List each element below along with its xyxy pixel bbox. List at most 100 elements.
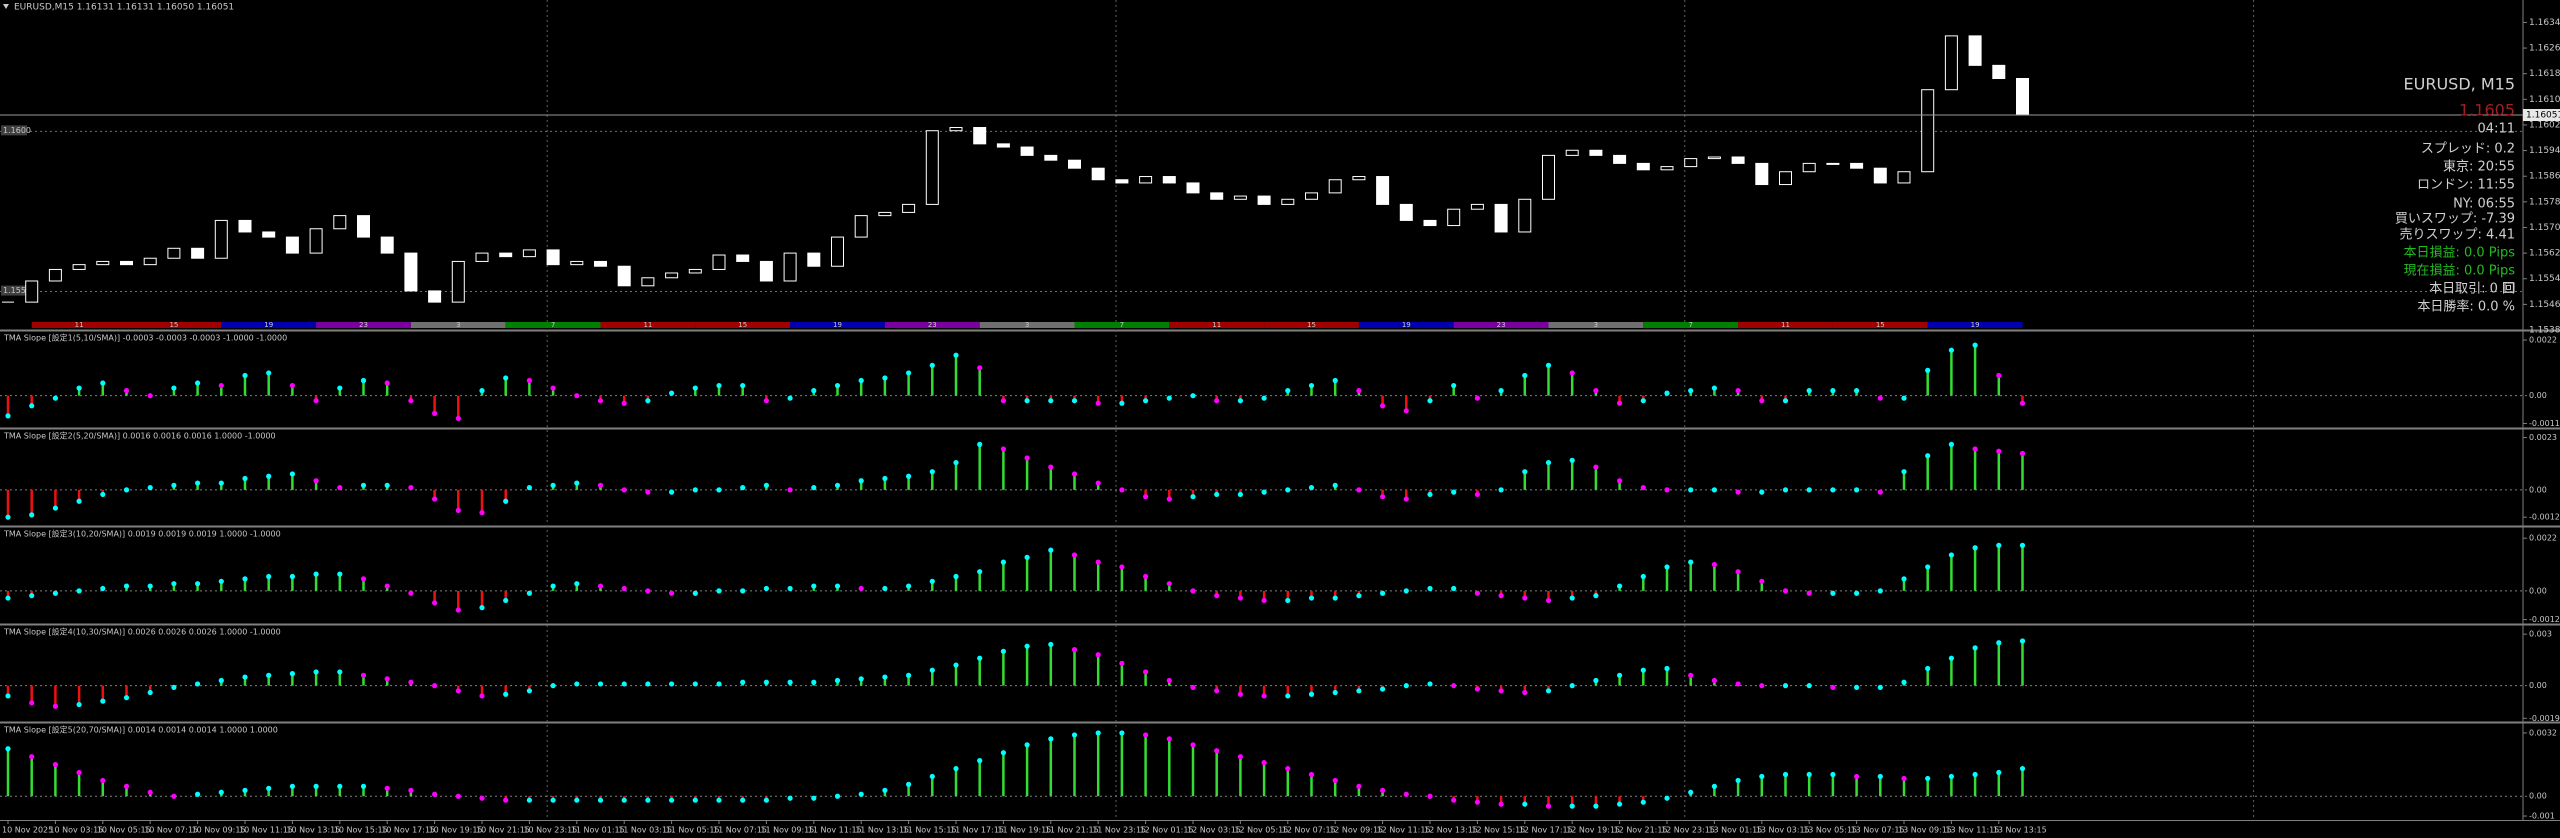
x-tick-label: 12 Nov 01:15 [1140, 826, 1194, 835]
slope-dot [1285, 693, 1291, 699]
slope-dot [1261, 760, 1267, 766]
pane-title: TMA Slope [設定3(10,20/SMA)] 0.0019 0.0019… [3, 529, 281, 539]
x-tick-label: 11 Nov 05:15 [666, 826, 720, 835]
slope-dot [503, 691, 509, 697]
candle [25, 280, 39, 303]
y-tick-label: 0.0023 [2529, 433, 2557, 442]
slope-dot [1996, 372, 2002, 379]
y-tick-label: -0.001 [2529, 812, 2555, 821]
slope-dot [716, 588, 722, 594]
x-tick-label: 11 Nov 15:15 [903, 826, 957, 835]
slope-dot [52, 761, 59, 768]
slope-dot [645, 797, 651, 803]
slope-dot [1356, 783, 1362, 789]
slope-dot [1237, 398, 1243, 404]
session-bar [1358, 322, 1454, 328]
slope-dot [763, 585, 770, 592]
session-label: 7 [551, 321, 555, 329]
candle [191, 247, 205, 259]
slope-dot [5, 413, 11, 419]
slope-dot [1735, 777, 1741, 784]
slope-dot [858, 676, 864, 682]
slope-dot [1119, 660, 1125, 666]
slope-dot [977, 569, 983, 575]
session-label: 19 [833, 321, 842, 329]
slope-dot [1190, 393, 1196, 399]
candle [1091, 167, 1105, 181]
slope-dot [1356, 593, 1362, 599]
slope-dot [52, 505, 59, 511]
slope-dot [1806, 487, 1812, 493]
candle [1755, 162, 1769, 186]
slope-dot [1119, 487, 1125, 493]
slope-dot [1782, 398, 1789, 404]
y-tick-label: 0.003 [2529, 630, 2552, 639]
slope-dot [1711, 783, 1717, 789]
slope-dot [1024, 554, 1030, 560]
slope-dot [100, 698, 106, 704]
x-tick-label: 12 Nov 13:15 [1424, 826, 1478, 835]
chart-title: EURUSD,M15 1.16131 1.16131 1.16050 1.160… [14, 3, 234, 13]
session-bar [600, 322, 696, 328]
slope-dot [384, 676, 390, 682]
y-tick-label: -0.0012 [2529, 513, 2560, 522]
slope-dot [1759, 578, 1765, 584]
candle [594, 260, 607, 267]
slope-dot [834, 583, 841, 589]
candle [1613, 154, 1627, 164]
slope-dot [1143, 732, 1149, 738]
slope-dot [195, 380, 201, 386]
slope-dot [669, 681, 675, 687]
slope-dot [147, 689, 153, 696]
session-label: 11 [643, 321, 652, 329]
slope-dot [1332, 377, 1338, 384]
slope-dot [384, 482, 390, 488]
slope-dot [1451, 585, 1457, 592]
slope-dot [763, 398, 770, 404]
slope-dot [2019, 638, 2026, 644]
x-tick-label: 12 Nov 07:15 [1282, 826, 1336, 835]
slope-dot [1617, 801, 1623, 807]
slope-dot [1071, 471, 1078, 477]
slope-dot [1782, 487, 1789, 493]
slope-dot [977, 365, 983, 371]
slope-dot [123, 388, 130, 394]
slope-dot [1854, 487, 1860, 493]
slope-dot [1948, 552, 1954, 558]
x-tick-label: 12 Nov 19:15 [1566, 826, 1620, 835]
slope-dot [1024, 455, 1030, 461]
slope-dot [787, 795, 793, 801]
slope-dot [360, 576, 367, 582]
slope-dot [289, 382, 295, 389]
y-tick-label: -0.0011 [2529, 419, 2560, 428]
slope-dot [953, 352, 959, 358]
slope-dot [1403, 588, 1409, 594]
slope-dot [1711, 561, 1717, 568]
slope-dot [574, 797, 580, 803]
slope-dot [1877, 395, 1883, 401]
candle [902, 203, 916, 213]
x-tick-label: 10 Nov 09:15 [192, 826, 246, 835]
y-tick-label: 1.15620 [2529, 249, 2560, 259]
slope-dot [574, 681, 580, 687]
slope-dot [1451, 683, 1457, 689]
session-bar [695, 322, 791, 328]
slope-dot [526, 485, 533, 491]
menu-arrow[interactable] [3, 4, 9, 9]
slope-dot [432, 791, 438, 797]
slope-dot [740, 679, 746, 685]
slope-dot [1403, 496, 1409, 502]
slope-dot [597, 681, 604, 687]
slope-dot [906, 672, 912, 678]
slope-dot [1237, 691, 1243, 697]
session-label: 11 [1781, 321, 1790, 329]
slope-dot [1071, 552, 1078, 558]
slope-dot [597, 482, 604, 488]
slope-dot [195, 791, 201, 797]
slope-dot [953, 573, 959, 580]
candle [1542, 154, 1555, 200]
slope-dot [929, 362, 935, 368]
slope-dot [1166, 736, 1172, 742]
slope-dot [2019, 400, 2026, 406]
slope-dot [1617, 400, 1623, 406]
